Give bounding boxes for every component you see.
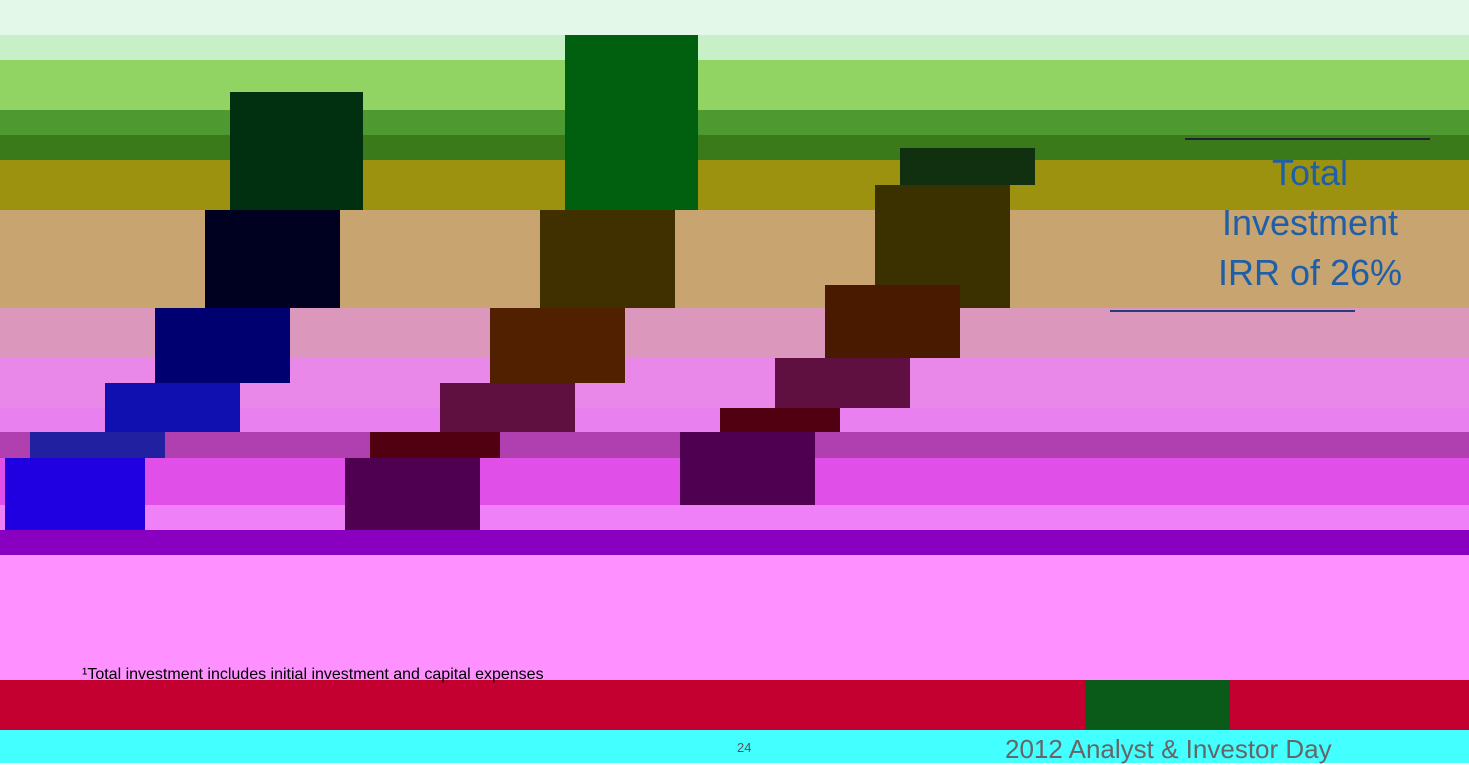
bar-shape	[900, 148, 1035, 185]
bar-shape	[230, 92, 363, 210]
callout-line: IRR of 26%	[1217, 252, 1403, 293]
bar-shape	[825, 285, 960, 358]
band	[0, 505, 1469, 530]
bar-shape	[680, 432, 815, 505]
callout-border	[1110, 310, 1355, 312]
page-number: 24	[737, 740, 752, 755]
bar-shape	[5, 458, 145, 530]
band	[0, 530, 1469, 555]
band	[0, 680, 1469, 730]
band	[0, 110, 1469, 135]
band	[0, 60, 1469, 110]
bar-shape	[440, 383, 575, 432]
footer: 2012 Analyst & Investor Day	[1005, 734, 1332, 764]
bar-shape	[370, 432, 500, 458]
bar-shape	[565, 35, 698, 210]
bar-shape	[105, 383, 240, 432]
footnote: ¹Total investment includes initial inves…	[82, 666, 544, 683]
callout-line: Investment	[1221, 202, 1399, 243]
band	[0, 35, 1469, 60]
bar-shape	[345, 458, 480, 530]
callout-line: Total	[1271, 152, 1349, 193]
bar-shape	[1085, 680, 1230, 730]
bar-shape	[155, 308, 290, 383]
band	[0, 0, 1469, 35]
bar-shape	[775, 358, 910, 408]
bar-shape	[720, 408, 840, 432]
bar-shape	[540, 210, 675, 308]
bar-shape	[30, 432, 165, 458]
callout: Total Investment IRR of 26%	[1180, 148, 1440, 298]
band	[0, 730, 1469, 763]
bar-shape	[490, 308, 625, 383]
band	[0, 555, 1469, 680]
callout-border	[1185, 138, 1430, 140]
bar-shape	[205, 210, 340, 308]
